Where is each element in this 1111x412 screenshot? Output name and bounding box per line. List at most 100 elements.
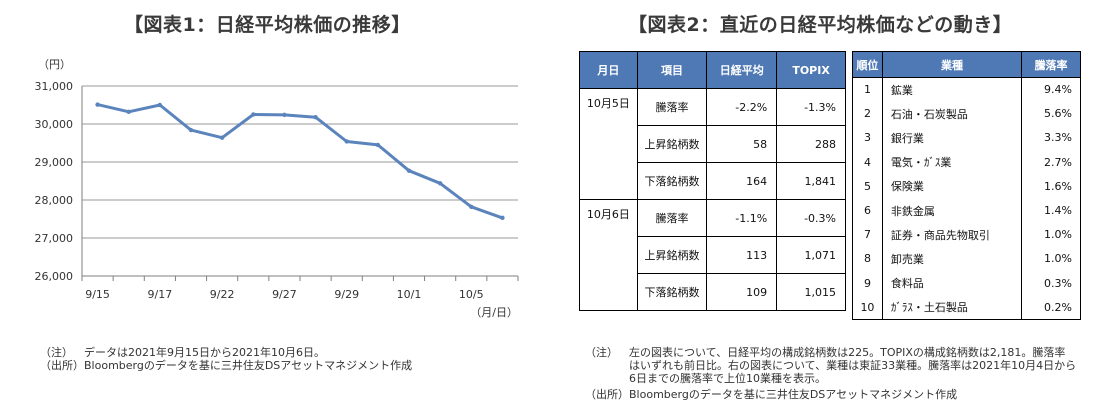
header-rate: 騰落率	[1021, 51, 1081, 78]
data-point	[95, 102, 100, 107]
table-row: 2 石油・石炭製品 5.6%	[852, 101, 1081, 126]
rank-cell: 9	[852, 271, 883, 296]
x-tick-label: 9/15	[85, 288, 110, 301]
table-row: 上昇銘柄数 113 1,071	[580, 236, 846, 274]
item-cell: 上昇銘柄数	[636, 125, 708, 163]
topix-cell: 1,841	[776, 162, 846, 200]
data-point	[437, 181, 443, 186]
note-label: （注）	[40, 346, 73, 359]
rate-cell: 9.4%	[1021, 77, 1081, 102]
rank-cell: 1	[852, 77, 883, 102]
industry-cell: 鉱業	[881, 77, 1023, 102]
table-row: 4 電気・ｶﾞｽ業 2.7%	[852, 150, 1081, 175]
table-row: 10月6日 騰落率 -1.1% -0.3%	[579, 199, 846, 311]
industry-cell: 石油・石炭製品	[881, 101, 1023, 126]
figure2-title: 【図表2：直近の日経平均株価などの動き】	[628, 14, 1013, 36]
nikkei-cell: -2.2%	[706, 88, 778, 126]
table-row: 9 食料品 0.3%	[852, 271, 1081, 296]
date-cell: 10月6日	[579, 199, 638, 311]
source-label: （出所）	[40, 359, 84, 372]
data-point	[313, 114, 318, 120]
item-cell: 騰落率	[636, 88, 708, 126]
y-tick-label: 29,000	[35, 156, 74, 169]
rate-cell: 1.0%	[1021, 222, 1081, 247]
data-point	[126, 109, 131, 115]
data-point	[219, 135, 225, 140]
industry-cell: ｶﾞﾗｽ・土石製品	[881, 295, 1023, 320]
topix-cell: 288	[776, 125, 846, 163]
x-tick-label: 9/29	[334, 288, 359, 301]
series-line	[97, 103, 503, 220]
topix-cell: 1,015	[776, 273, 846, 311]
industry-cell: 保険業	[881, 174, 1023, 199]
data-point	[282, 112, 287, 118]
rank-cell: 3	[852, 125, 883, 151]
industry-cell: 電気・ｶﾞｽ業	[881, 150, 1023, 175]
data-point	[157, 102, 163, 108]
source-label: （出所）	[585, 388, 629, 401]
rate-cell: 0.3%	[1021, 271, 1081, 296]
industry-cell: 食料品	[881, 271, 1023, 296]
nikkei-cell: 113	[706, 236, 778, 274]
x-tick-label: 9/17	[148, 288, 173, 301]
note-text: データは2021年9月15日から2021年10月6日。	[84, 346, 325, 359]
rate-cell: 3.3%	[1021, 125, 1081, 151]
nikkei-line-chart: 26,000 27,000 28,000 29,000 30,000 31,000 9/15…	[35, 58, 519, 319]
y-tick-label: 28,000	[35, 194, 74, 207]
table-row: 10月5日 騰落率 -2.2% -1.3%	[579, 88, 846, 200]
data-point	[406, 168, 412, 173]
x-tick-label: 10/1	[397, 288, 422, 301]
data-point	[469, 204, 474, 210]
data-point	[500, 215, 505, 221]
data-point	[251, 112, 256, 117]
table-row: 6 非鉄金属 1.4%	[852, 198, 1081, 223]
rate-cell: 5.6%	[1021, 101, 1081, 126]
rate-cell: 1.4%	[1021, 198, 1081, 223]
rank-cell: 5	[852, 174, 883, 199]
table-row: 5 保険業 1.6%	[852, 174, 1081, 199]
right-notes: （注） 左の図表について、日経平均の構成銘柄数は225。TOPIXの構成銘柄数は…	[585, 346, 1105, 408]
rank-cell: 10	[852, 295, 883, 320]
header-nikkei: 日経平均	[706, 51, 778, 89]
data-point	[344, 139, 349, 144]
y-tick-label: 26,000	[35, 270, 74, 283]
header-rank: 順位	[852, 51, 883, 78]
header-topix: TOPIX	[776, 51, 846, 89]
industry-cell: 非鉄金属	[881, 198, 1023, 223]
topix-cell: -1.3%	[776, 88, 846, 126]
x-tick-label: 9/22	[210, 288, 235, 301]
header-industry: 業種	[881, 51, 1023, 78]
x-tick-label: 10/5	[459, 288, 484, 301]
x-axis-label: （月/日）	[470, 306, 518, 319]
table-row: 下落銘柄数 109 1,015	[580, 273, 846, 311]
nikkei-cell: -1.1%	[706, 199, 778, 237]
data-point	[188, 127, 194, 133]
data-point	[375, 142, 381, 148]
table-row: 8 卸売業 1.0%	[852, 246, 1081, 271]
rate-cell: 1.6%	[1021, 174, 1081, 199]
rank-cell: 2	[852, 101, 883, 126]
figure1-title: 【図表1：日経平均株価の推移】	[124, 14, 411, 36]
date-cell: 10月5日	[579, 88, 638, 200]
industry-cell: 銀行業	[881, 125, 1023, 151]
rank-cell: 4	[852, 150, 883, 175]
note-line-3: 6日までの騰落率で上位10業種を表示。	[629, 372, 826, 385]
header-date: 月日	[579, 51, 638, 89]
note-line-2: はいずれも前日比。右の図表について、業種は東証33業種。騰落率は2021年10月…	[629, 359, 1077, 372]
market-summary-table: 月日 項目 日経平均 TOPIX 10月5日 騰落率 -2.2% -1.3% 上…	[579, 51, 846, 311]
table-row: 10 ｶﾞﾗｽ・土石製品 0.2%	[852, 295, 1081, 320]
item-cell: 下落銘柄数	[636, 273, 708, 311]
source-text: Bloombergのデータを基に三井住友DSアセットマネジメント作成	[629, 388, 958, 401]
table-row: 1 鉱業 9.4%	[852, 77, 1081, 102]
nikkei-cell: 164	[706, 162, 778, 200]
nikkei-cell: 58	[706, 125, 778, 163]
y-axis-label: （円）	[38, 58, 71, 71]
left-notes: （注） データは2021年9月15日から2021年10月6日。 （出所） Blo…	[40, 346, 540, 376]
industry-cell: 卸売業	[881, 246, 1023, 271]
rate-cell: 1.0%	[1021, 246, 1081, 271]
nikkei-cell: 109	[706, 273, 778, 311]
source-text: Bloombergのデータを基に三井住友DSアセットマネジメント作成	[84, 359, 413, 372]
y-tick-label: 30,000	[35, 118, 74, 131]
item-cell: 下落銘柄数	[636, 162, 708, 200]
rate-cell: 2.7%	[1021, 150, 1081, 175]
